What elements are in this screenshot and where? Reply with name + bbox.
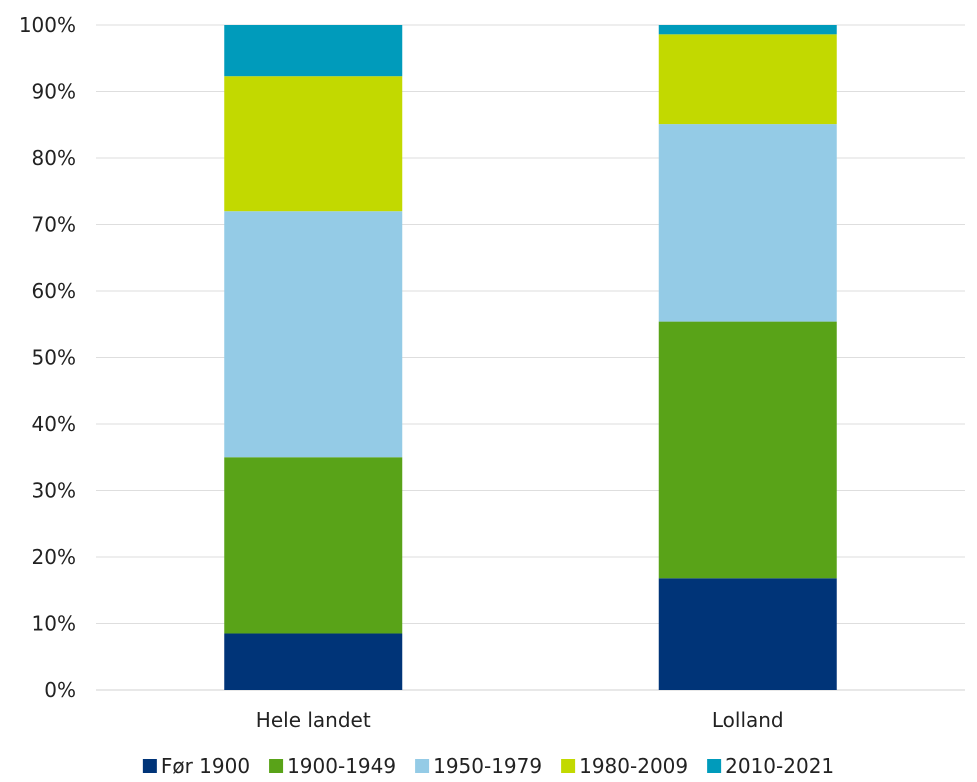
y-tick-label: 70% [32, 213, 76, 237]
y-tick-label: 100% [19, 13, 76, 37]
x-tick-label: Lolland [712, 708, 784, 732]
legend-label: 1950-1979 [433, 754, 542, 778]
bar-segment-1 [658, 578, 837, 690]
bar-segment-2 [224, 457, 403, 634]
y-tick-label: 80% [32, 146, 76, 170]
bars [224, 25, 837, 690]
bar-segment-3 [658, 124, 837, 322]
y-tick-label: 50% [32, 346, 76, 370]
legend-label: 1900-1949 [287, 754, 396, 778]
legend-label: 2010-2021 [725, 754, 834, 778]
legend-swatch [415, 759, 430, 773]
legend-label: Før 1900 [161, 754, 250, 778]
bar-segment-5 [658, 25, 837, 35]
bar-segment-1 [224, 633, 403, 690]
bar-segment-3 [224, 211, 403, 458]
bar-segment-2 [658, 321, 837, 579]
y-tick-label: 20% [32, 545, 76, 569]
y-tick-label: 30% [32, 479, 76, 503]
x-tick-label: Hele landet [256, 708, 371, 732]
bar-segment-4 [658, 34, 837, 125]
legend: Før 1900 1900-1949 1950-1979 1980-2009 2010-… [142, 754, 834, 778]
legend-swatch [269, 759, 284, 773]
y-tick-label: 40% [32, 412, 76, 436]
y-tick-label: 0% [44, 678, 76, 702]
legend-swatch [561, 759, 576, 773]
legend-swatch [707, 759, 722, 773]
legend-label: 1980-2009 [579, 754, 688, 778]
y-tick-label: 60% [32, 279, 76, 303]
y-tick-label: 90% [32, 80, 76, 104]
bar-segment-5 [224, 25, 403, 77]
y-tick-label: 10% [32, 612, 76, 636]
y-axis-tick-labels: 0% 10% 20% 30% 40% 50% 60% 70% 80% 90% 100% [19, 13, 76, 702]
bar-segment-4 [224, 76, 403, 212]
x-axis-tick-labels: Hele landet Lolland [256, 708, 784, 732]
legend-swatch [142, 759, 157, 773]
